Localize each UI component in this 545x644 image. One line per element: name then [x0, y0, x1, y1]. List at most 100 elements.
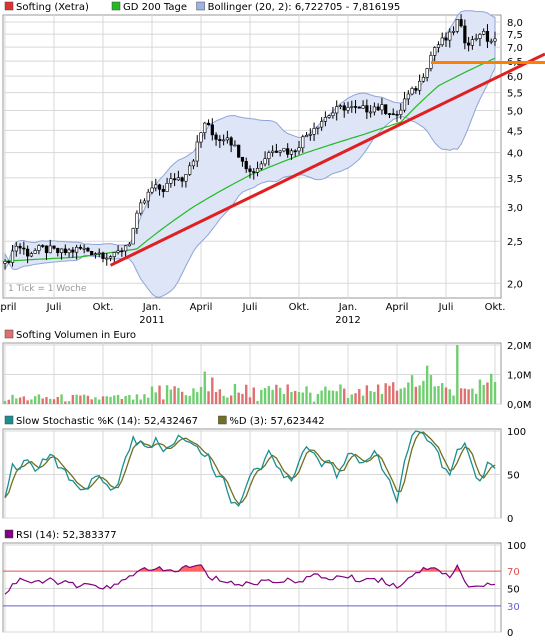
- price-candle: [320, 121, 324, 128]
- volume-bar: [165, 385, 169, 404]
- volume-bar: [448, 389, 451, 404]
- volume-bar: [414, 386, 418, 404]
- volume-bar: [11, 394, 14, 404]
- price-candle: [41, 245, 45, 247]
- volume-bar: [169, 389, 173, 404]
- volume-bar: [358, 389, 361, 404]
- price-candle: [199, 132, 203, 143]
- volume-legend: Softing Volumen in Euro: [4, 329, 136, 341]
- stochastic-grid: 100 50 0: [3, 427, 526, 525]
- volume-bar: [229, 395, 233, 404]
- price-candle: [146, 191, 150, 202]
- price-candle: [124, 245, 128, 252]
- price-candle: [10, 250, 15, 263]
- volume-bar: [109, 396, 112, 404]
- volume-panel: 2,0M 1,0M 0,0M Softing Volumen in Euro: [2, 329, 532, 411]
- price-candle: [139, 202, 143, 214]
- price-candle: [282, 148, 286, 152]
- price-candle: [203, 122, 207, 134]
- price-candle: [353, 106, 358, 108]
- volume-bar: [135, 394, 139, 404]
- volume-bar: [324, 386, 327, 404]
- price-candle: [184, 174, 188, 182]
- volume-bar: [354, 393, 357, 404]
- price-candle: [176, 177, 180, 181]
- price-legend-label-1: GD 200 Tage: [123, 2, 187, 13]
- x-month-label: April: [386, 302, 409, 313]
- volume-bar: [218, 389, 222, 404]
- price-candle: [451, 31, 456, 33]
- price-candle: [173, 178, 177, 181]
- price-candle: [154, 184, 158, 189]
- stochastic-y-tick-label: 0: [507, 514, 513, 525]
- volume-bar: [331, 390, 335, 404]
- price-candle: [218, 139, 222, 142]
- rsi-overbought-area: [430, 567, 435, 572]
- volume-legend-swatch-0: [4, 329, 14, 339]
- price-candle: [248, 168, 252, 172]
- price-candle: [259, 163, 263, 169]
- volume-bar: [271, 389, 274, 404]
- volume-bar: [467, 389, 470, 404]
- price-candle: [402, 98, 407, 111]
- tick-note: 1 Tick = 1 Woche: [8, 284, 87, 294]
- price-candle: [399, 109, 403, 115]
- price-candle: [267, 152, 271, 159]
- price-candle: [289, 150, 294, 155]
- x-month-label: Okt.: [289, 302, 310, 313]
- volume-bar: [3, 400, 7, 404]
- price-candle: [116, 250, 120, 253]
- price-candle: [131, 228, 135, 245]
- volume-bar: [316, 393, 320, 404]
- rsi-grid: 100 70 50 30 0: [3, 541, 526, 639]
- price-candle: [244, 161, 248, 170]
- price-panel: 8,07,57,06,56,05,55,04,54,03,53,02,52,0 …: [2, 1, 545, 299]
- volume-bar: [154, 392, 157, 404]
- volume-bar: [245, 384, 248, 404]
- price-y-tick-label: 5,5: [507, 89, 523, 100]
- volume-bar: [33, 396, 37, 404]
- rsi-y-tick-label: 100: [507, 541, 526, 552]
- price-legend-swatch-0: [4, 1, 14, 11]
- price-candle: [376, 106, 380, 111]
- price-candle: [71, 249, 75, 253]
- volume-bar: [188, 395, 191, 404]
- volume-bar: [278, 387, 282, 404]
- stochastic-legend-swatch-1: [218, 415, 227, 425]
- x-month-label: Okt.: [93, 302, 114, 313]
- volume-bar: [120, 399, 124, 404]
- price-candle: [206, 122, 211, 126]
- rsi-overbought-area: [197, 564, 201, 572]
- volume-bar: [128, 395, 131, 404]
- volume-bar: [456, 345, 459, 404]
- price-candle: [63, 248, 67, 254]
- rsi-legend: RSI (14): 52,383377: [4, 529, 117, 541]
- rsi-line: [4, 563, 496, 595]
- price-candle: [436, 44, 441, 48]
- price-candle: [346, 107, 350, 111]
- volume-bar: [252, 387, 255, 404]
- price-candle: [105, 257, 109, 260]
- price-candle: [56, 248, 60, 253]
- volume-bar: [67, 401, 71, 404]
- price-legend-label-2: Bollinger (20, 2): 6,722705 - 7,816195: [208, 2, 401, 13]
- rsi-y-tick-label: 30: [507, 602, 520, 613]
- x-month-label: Juli: [438, 302, 454, 313]
- price-candle: [444, 37, 448, 41]
- volume-bar: [305, 386, 308, 404]
- volume-y-tick-label: 2,0M: [507, 341, 532, 352]
- price-candle: [274, 150, 278, 153]
- volume-bar: [441, 383, 444, 404]
- price-candle: [323, 117, 327, 122]
- price-candle: [406, 93, 410, 100]
- price-y-tick-label: 3,0: [507, 203, 523, 214]
- price-candle: [255, 168, 260, 173]
- price-candle: [37, 245, 41, 251]
- price-candle: [421, 77, 425, 82]
- rsi-legend-label-0: RSI (14): 52,383377: [16, 530, 117, 541]
- volume-bar: [131, 399, 135, 404]
- price-y-tick-label: 4,5: [507, 126, 523, 137]
- volume-bar: [376, 384, 380, 404]
- price-candle: [308, 134, 312, 136]
- x-month-label: April: [0, 302, 16, 313]
